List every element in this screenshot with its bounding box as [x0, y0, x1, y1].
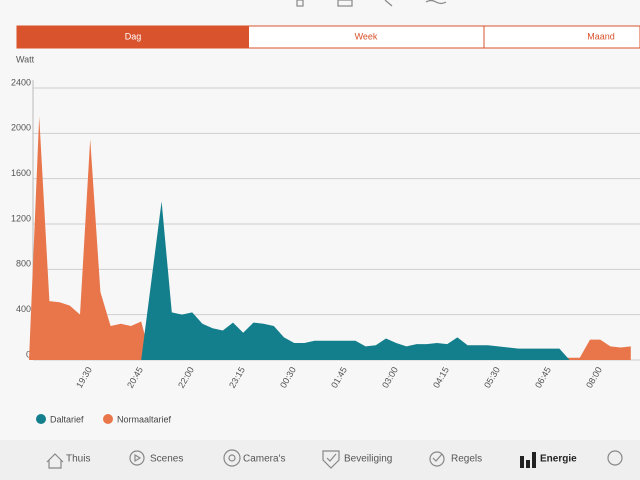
tab-selected[interactable]: [17, 26, 249, 48]
nav-item[interactable]: Energie: [540, 454, 577, 465]
nav-item[interactable]: Regels: [451, 454, 482, 465]
y-tick-label: 400: [16, 304, 31, 314]
legend-label: Daltarief: [50, 414, 84, 424]
nav-icons: [46, 449, 623, 469]
nav-item[interactable]: Beveiliging: [344, 454, 392, 465]
y-axis-label: Watt: [16, 54, 35, 64]
legend-label: Normaaltarief: [117, 414, 172, 424]
legend-swatch: [103, 414, 113, 424]
y-tick-label: 0: [26, 349, 31, 359]
nav-item[interactable]: Scenes: [150, 454, 183, 465]
y-tick-label: 1600: [11, 168, 31, 178]
nav-item[interactable]: Camera's: [243, 454, 285, 465]
tab[interactable]: Week: [355, 31, 378, 41]
area: [29, 116, 631, 360]
tab[interactable]: Dag: [125, 31, 142, 41]
y-tick-label: 1200: [11, 213, 31, 223]
tab[interactable]: Maand: [587, 31, 615, 41]
nav-item[interactable]: Thuis: [66, 454, 90, 465]
y-tick-label: 800: [16, 259, 31, 269]
y-tick-label: 2000: [11, 123, 31, 133]
area: [29, 201, 631, 360]
y-tick-label: 2400: [11, 77, 31, 87]
top-icons: [296, 0, 447, 7]
energy-icon: [520, 452, 536, 468]
legend-swatch: [36, 414, 46, 424]
